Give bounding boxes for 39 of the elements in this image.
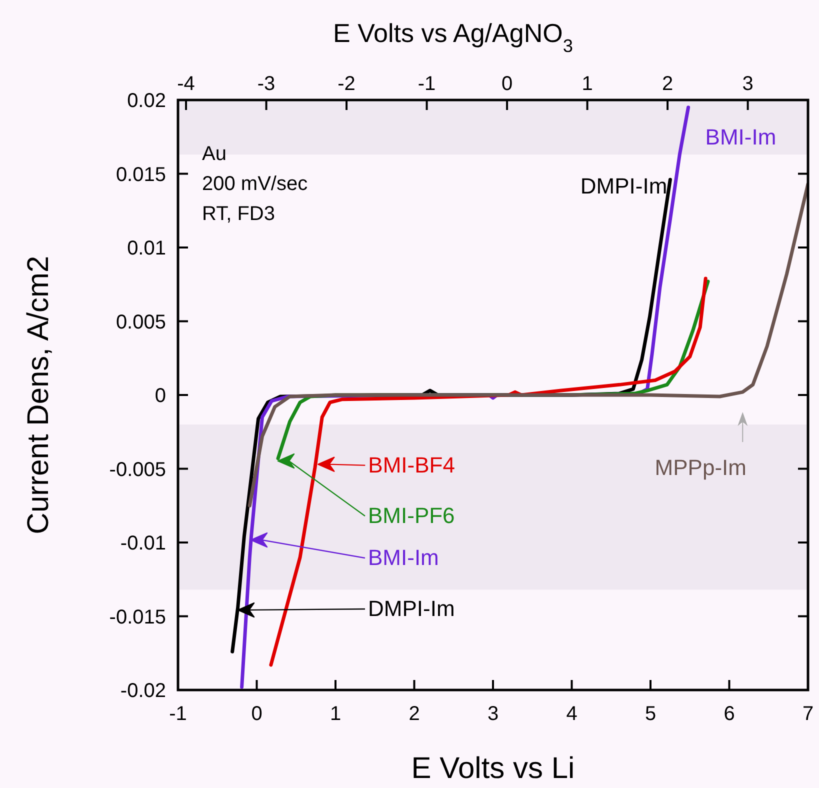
y-tick-label: -0.01 (120, 532, 166, 554)
annotation: Au (202, 143, 226, 165)
x2-tick-label: 3 (742, 73, 754, 95)
annotation: DMPI-Im (368, 596, 455, 621)
y-tick-label: 0.02 (127, 90, 166, 112)
y-tick-label: 0.005 (116, 311, 166, 334)
annotation: DMPI-Im (580, 174, 668, 199)
annotation: BMI-PF6 (368, 503, 455, 528)
y-tick-label: 0 (154, 385, 166, 407)
annotation: RT, FD3 (202, 203, 275, 225)
x2-tick-label: -3 (257, 73, 276, 95)
x2-tick-label: -2 (338, 73, 356, 95)
y-tick-label: -0.015 (109, 606, 166, 628)
annotation: BMI-Im (705, 124, 776, 150)
annotation: MPPp-Im (654, 455, 746, 480)
x-tick-label: 4 (566, 703, 578, 725)
x2-tick-label: -4 (177, 73, 195, 95)
x-tick-label: 7 (802, 703, 814, 725)
annotation: 200 mV/sec (202, 173, 308, 195)
annotation: BMI-BF4 (368, 452, 455, 478)
y-tick-label: -0.02 (120, 680, 166, 702)
x2-tick-label: 0 (501, 73, 513, 95)
x2-axis-title: E Volts vs Ag/AgNO$_{3}$ (333, 18, 573, 56)
x-tick-label: 1 (330, 703, 342, 725)
x-tick-label: 6 (724, 703, 735, 725)
x2-tick-label: 1 (582, 73, 593, 95)
y-tick-label: -0.005 (109, 458, 166, 481)
x2-tick-label: -1 (418, 73, 436, 95)
y-tick-label: 0.01 (127, 238, 166, 260)
y-axis-title: Current Dens, A/cm2 (22, 256, 55, 534)
x-tick-label: 0 (251, 703, 262, 725)
annotation: BMI-Im (368, 545, 439, 570)
x-tick-label: 5 (644, 703, 656, 725)
y-tick-label: 0.015 (116, 164, 166, 186)
x-tick-label: 3 (487, 703, 499, 725)
x-tick-label: 2 (408, 703, 420, 725)
x-tick-label: -1 (169, 703, 187, 725)
x-axis-title: E Volts vs Li (411, 752, 575, 785)
x2-tick-label: 2 (662, 73, 674, 95)
